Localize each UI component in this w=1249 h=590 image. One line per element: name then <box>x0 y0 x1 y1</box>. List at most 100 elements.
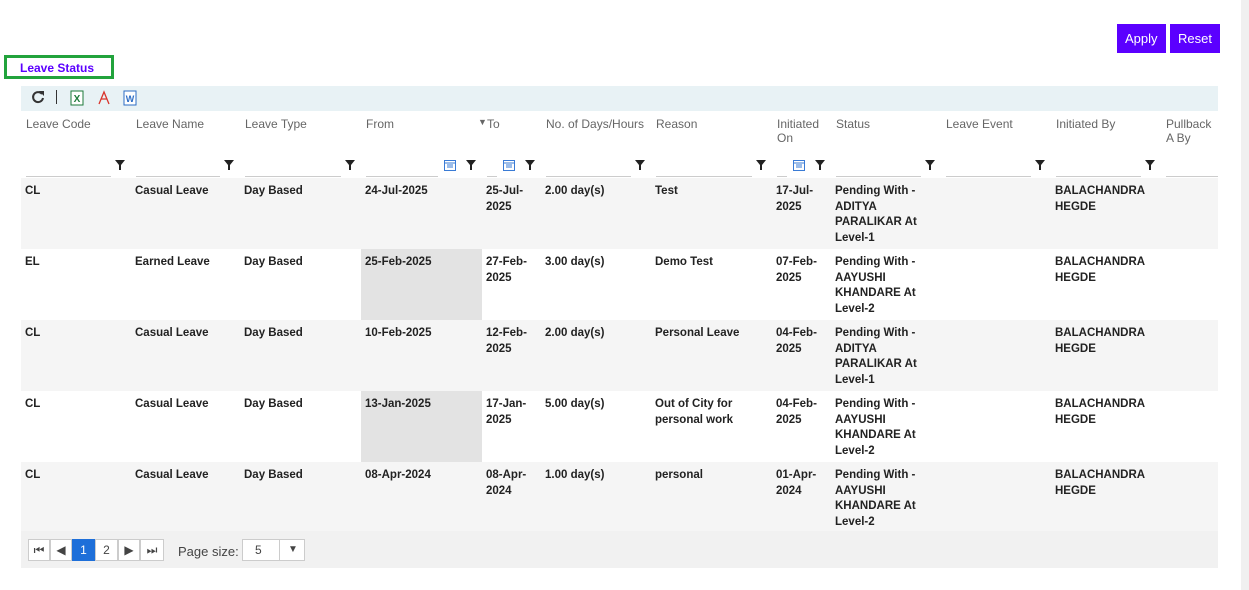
cell: BALACHANDRA HEGDE <box>1051 320 1161 391</box>
filter-icon[interactable] <box>815 160 825 170</box>
cell: 08-Apr-2024 <box>482 462 541 533</box>
cell: 2.00 day(s) <box>541 178 651 249</box>
cell: Personal Leave <box>651 320 772 391</box>
column-header[interactable]: Leave Name <box>131 112 240 150</box>
grid-row[interactable]: CLCasual LeaveDay Based13-Jan-202517-Jan… <box>21 391 1218 462</box>
header-text: Leave Code <box>26 117 91 131</box>
cell: 25-Jul-2025 <box>482 178 541 249</box>
last-page[interactable]: ⏭ <box>140 539 164 561</box>
cell: 3.00 day(s) <box>541 249 651 320</box>
filter-cell <box>541 150 651 178</box>
cell: Day Based <box>240 178 361 249</box>
cell: personal <box>651 462 772 533</box>
column-header[interactable]: Leave Event <box>941 112 1051 150</box>
filter-input[interactable] <box>656 176 752 177</box>
apply-button[interactable]: Apply <box>1117 24 1166 53</box>
cell <box>941 462 1051 533</box>
cell: BALACHANDRA HEGDE <box>1051 178 1161 249</box>
cell <box>941 391 1051 462</box>
grid-row[interactable]: CLCasual LeaveDay Based24-Jul-202525-Jul… <box>21 178 1218 249</box>
filter-input[interactable] <box>136 176 220 177</box>
calendar-icon[interactable] <box>793 159 805 171</box>
pdf-icon[interactable] <box>97 90 111 106</box>
page-size-select[interactable]: 5▼ <box>242 539 305 561</box>
filter-icon[interactable] <box>525 160 535 170</box>
cell: Day Based <box>240 462 361 533</box>
page-button[interactable]: 2 <box>95 539 118 561</box>
tab[interactable]: Leave Status <box>4 55 114 79</box>
svg-text:X: X <box>74 94 81 105</box>
column-header[interactable]: From▼ <box>361 112 482 150</box>
cell: Casual Leave <box>131 178 240 249</box>
cell: CL <box>21 178 131 249</box>
filter-cell <box>1051 150 1161 178</box>
page-size-label: Page size: <box>178 544 239 559</box>
filter-icon[interactable] <box>925 160 935 170</box>
column-header[interactable]: Leave Code <box>21 112 131 150</box>
column-header[interactable]: Status <box>831 112 941 150</box>
cell: CL <box>21 462 131 533</box>
filter-icon[interactable] <box>1035 160 1045 170</box>
cell: 04-Feb-2025 <box>772 391 831 462</box>
cell <box>941 320 1051 391</box>
cell: 08-Apr-2024 <box>361 462 482 533</box>
filter-icon[interactable] <box>635 160 645 170</box>
filter-input[interactable] <box>1166 176 1218 177</box>
filter-input[interactable] <box>836 176 921 177</box>
word-icon[interactable]: W <box>123 90 137 106</box>
cell: 25-Feb-2025 <box>361 249 482 320</box>
column-header[interactable]: Pullback A By <box>1161 112 1218 150</box>
filter-input[interactable] <box>26 176 111 177</box>
filter-input[interactable] <box>245 176 341 177</box>
grid-row[interactable]: CLCasual LeaveDay Based08-Apr-202408-Apr… <box>21 462 1218 533</box>
filter-input[interactable] <box>546 176 631 177</box>
svg-text:W: W <box>126 94 135 104</box>
cell: CL <box>21 391 131 462</box>
filter-icon[interactable] <box>1145 160 1155 170</box>
cell: 27-Feb-2025 <box>482 249 541 320</box>
cell: Pending With - AAYUSHI KHANDARE At Level… <box>831 391 941 462</box>
excel-icon[interactable]: X <box>70 90 84 106</box>
filter-input[interactable] <box>1056 176 1141 177</box>
filter-icon[interactable] <box>115 160 125 170</box>
page-button[interactable]: 1 <box>72 539 95 561</box>
page-size-value: 5 <box>255 543 262 557</box>
filter-input[interactable] <box>487 176 497 177</box>
cell: 2.00 day(s) <box>541 320 651 391</box>
grid-row[interactable]: CLCasual LeaveDay Based10-Feb-202512-Feb… <box>21 320 1218 391</box>
prev-page[interactable]: ◀ <box>50 539 72 561</box>
first-page[interactable]: ⏮ <box>28 539 50 561</box>
column-header[interactable]: Reason <box>651 112 772 150</box>
filter-cell <box>21 150 131 178</box>
filter-cell <box>482 150 541 178</box>
column-header[interactable]: Initiated By <box>1051 112 1161 150</box>
column-header[interactable]: No. of Days/Hours <box>541 112 651 150</box>
cell: Casual Leave <box>131 320 240 391</box>
refresh-icon[interactable] <box>31 90 45 104</box>
filter-icon[interactable] <box>345 160 355 170</box>
calendar-icon[interactable] <box>503 159 515 171</box>
cell <box>941 249 1051 320</box>
pager: ⏮ ◀ 12 ▶ ⏭ Page size: 5▼ <box>21 531 1218 568</box>
column-header[interactable]: To <box>482 112 541 150</box>
column-header[interactable]: Leave Type <box>240 112 361 150</box>
cell: Day Based <box>240 249 361 320</box>
cell: 04-Feb-2025 <box>772 320 831 391</box>
header-text: From <box>366 117 394 131</box>
filter-input[interactable] <box>366 176 438 177</box>
filter-icon[interactable] <box>224 160 234 170</box>
filter-input[interactable] <box>946 176 1031 177</box>
filter-icon[interactable] <box>756 160 766 170</box>
filter-icon[interactable] <box>466 160 476 170</box>
calendar-icon[interactable] <box>444 159 456 171</box>
filter-input[interactable] <box>777 176 787 177</box>
reset-button[interactable]: Reset <box>1170 24 1220 53</box>
cell: 13-Jan-2025 <box>361 391 482 462</box>
cell: Out of City for personal work <box>651 391 772 462</box>
column-header[interactable]: Initiated On <box>772 112 831 150</box>
filter-cell <box>831 150 941 178</box>
grid-row[interactable]: ELEarned LeaveDay Based25-Feb-202527-Feb… <box>21 249 1218 320</box>
dropdown-arrow: ▼ <box>279 540 298 560</box>
next-page[interactable]: ▶ <box>118 539 140 561</box>
cell: 24-Jul-2025 <box>361 178 482 249</box>
